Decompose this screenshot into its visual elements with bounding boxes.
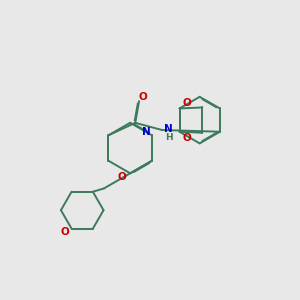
Text: H: H bbox=[165, 133, 172, 142]
Text: O: O bbox=[182, 98, 191, 107]
Text: O: O bbox=[182, 133, 191, 143]
Text: O: O bbox=[60, 226, 69, 237]
Text: N: N bbox=[142, 128, 151, 137]
Text: O: O bbox=[118, 172, 127, 182]
Text: O: O bbox=[139, 92, 147, 102]
Text: N: N bbox=[164, 124, 173, 134]
